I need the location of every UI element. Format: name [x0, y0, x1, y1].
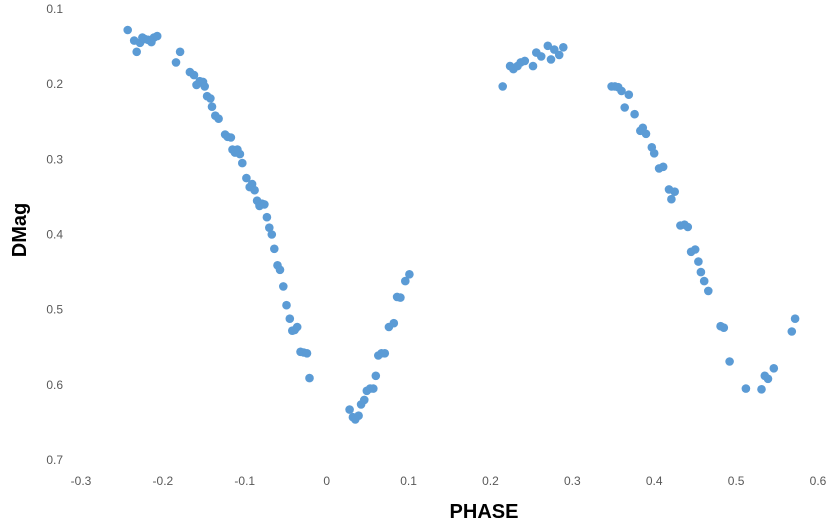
- data-point: [670, 187, 679, 196]
- data-point: [699, 276, 709, 286]
- data-point: [214, 114, 223, 123]
- data-point: [757, 385, 766, 394]
- data-point: [262, 212, 272, 222]
- data-point: [667, 194, 676, 204]
- data-point: [719, 323, 729, 333]
- data-point: [401, 276, 410, 286]
- data-point: [345, 405, 354, 414]
- x-tick-label: -0.2: [153, 474, 174, 488]
- data-point: [641, 129, 651, 139]
- data-point: [763, 374, 773, 384]
- data-point: [520, 56, 530, 66]
- data-point: [389, 318, 399, 328]
- data-point: [554, 50, 564, 60]
- x-tick-label: 0: [323, 474, 330, 488]
- data-point: [371, 371, 381, 381]
- data-point: [546, 55, 556, 64]
- data-point: [369, 384, 378, 393]
- y-tick-label: 0.5: [46, 303, 63, 317]
- x-tick-label: -0.1: [234, 474, 255, 488]
- data-point: [536, 52, 546, 61]
- data-point: [405, 270, 414, 279]
- data-point: [267, 230, 277, 239]
- data-point: [279, 282, 288, 291]
- data-point: [152, 31, 162, 41]
- data-point: [200, 82, 209, 91]
- y-tick-label: 0.6: [46, 378, 63, 392]
- data-point: [189, 70, 199, 80]
- data-point: [207, 102, 217, 111]
- data-point: [620, 103, 629, 112]
- data-point: [285, 314, 295, 324]
- data-point: [617, 86, 626, 96]
- data-point: [250, 185, 259, 195]
- data-point: [690, 245, 700, 254]
- y-tick-label: 0.1: [46, 2, 63, 16]
- x-tick-label: 0.5: [728, 474, 745, 488]
- x-tick-label: 0.6: [810, 474, 827, 488]
- y-tick-labels: 0.1 0.2 0.3 0.4 0.5 0.6 0.7: [46, 2, 63, 467]
- x-tick-label: 0.1: [400, 474, 417, 488]
- data-point: [123, 25, 132, 35]
- data-point: [270, 244, 279, 254]
- data-point: [292, 322, 302, 332]
- data-point: [559, 43, 568, 52]
- data-point: [226, 133, 236, 142]
- data-point: [683, 222, 693, 232]
- x-tick-label: -0.3: [71, 474, 92, 488]
- data-point: [380, 349, 390, 358]
- y-tick-label: 0.4: [46, 228, 63, 242]
- x-tick-labels: -0.3 -0.2 -0.1 0 0.1 0.2 0.3 0.4 0.5 0.6: [71, 474, 827, 488]
- data-point: [790, 314, 800, 324]
- data-point: [206, 94, 215, 103]
- data-point: [741, 384, 751, 393]
- data-point: [360, 395, 369, 405]
- data-point: [242, 173, 251, 183]
- data-point: [725, 357, 734, 366]
- data-point: [396, 293, 405, 302]
- data-point: [528, 61, 538, 71]
- data-point: [694, 257, 703, 266]
- data-point: [171, 58, 181, 67]
- data-point: [696, 267, 706, 277]
- y-tick-label: 0.7: [46, 453, 63, 467]
- data-point: [543, 41, 553, 51]
- x-tick-label: 0.2: [482, 474, 499, 488]
- data-point: [132, 47, 141, 57]
- data-point: [175, 47, 185, 57]
- x-tick-label: 0.4: [646, 474, 663, 488]
- data-point: [630, 109, 639, 119]
- x-tick-label: 0.3: [564, 474, 581, 488]
- y-tick-label: 0.2: [46, 77, 63, 91]
- y-tick-label: 0.3: [46, 152, 63, 166]
- data-point: [265, 223, 274, 232]
- data-point: [787, 327, 797, 336]
- data-point: [260, 200, 269, 209]
- data-point: [235, 149, 245, 159]
- data-point: [658, 162, 668, 172]
- data-point: [704, 286, 713, 296]
- data-point: [498, 82, 508, 91]
- data-point: [769, 364, 779, 373]
- y-axis-title: DMag: [9, 203, 31, 257]
- data-point: [624, 90, 634, 99]
- data-point: [282, 300, 291, 310]
- data-point: [305, 373, 314, 383]
- data-point: [275, 265, 285, 275]
- data-point: [354, 411, 363, 421]
- data-point: [649, 149, 659, 158]
- x-axis-title: PHASE: [450, 501, 519, 523]
- data-point: [238, 158, 247, 168]
- data-points: [123, 25, 800, 424]
- data-point: [302, 349, 312, 358]
